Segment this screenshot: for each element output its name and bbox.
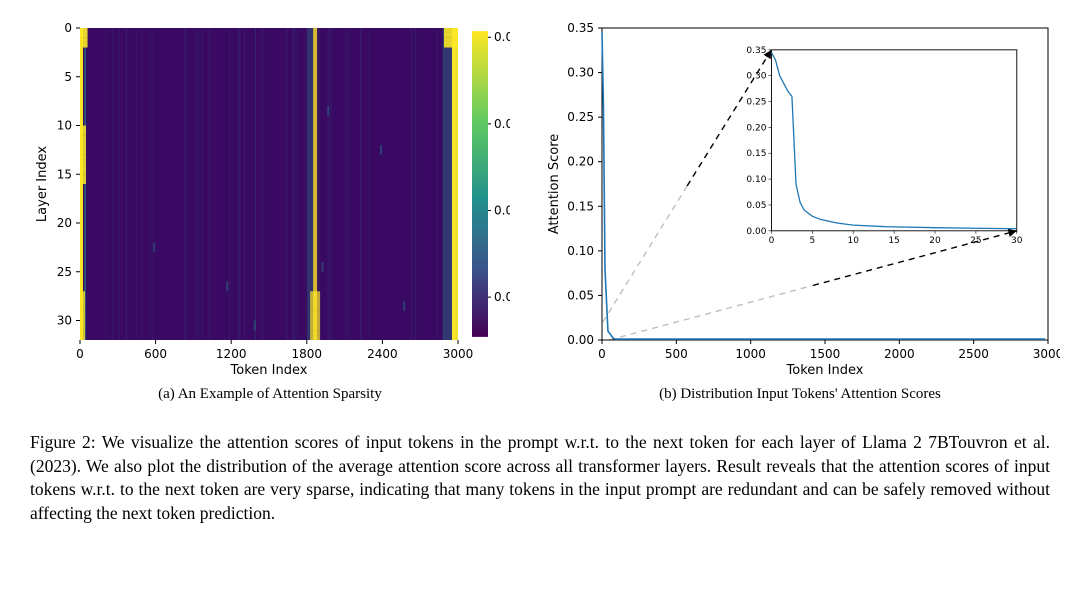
svg-text:600: 600 [144, 347, 167, 361]
svg-text:25: 25 [970, 236, 981, 246]
caption-label: Figure 2: [30, 432, 96, 452]
svg-text:1500: 1500 [810, 347, 841, 361]
svg-text:5: 5 [809, 236, 815, 246]
panel-a-caption: (a) An Example of Attention Sparsity [158, 386, 382, 403]
svg-text:0.35: 0.35 [567, 21, 594, 35]
svg-text:2000: 2000 [884, 347, 915, 361]
svg-text:0.30: 0.30 [567, 66, 594, 80]
svg-text:0.01: 0.01 [494, 117, 510, 131]
figure-row: 06001200180024003000051015202530Token In… [30, 20, 1050, 403]
svg-text:25: 25 [57, 265, 72, 279]
svg-text:15: 15 [888, 236, 899, 246]
svg-text:2500: 2500 [958, 347, 989, 361]
svg-text:Token Index: Token Index [230, 363, 308, 378]
svg-text:0.01: 0.01 [494, 203, 510, 217]
figure-caption: Figure 2: We visualize the attention sco… [30, 431, 1050, 526]
svg-text:Layer Index: Layer Index [35, 146, 50, 222]
svg-text:0: 0 [769, 236, 775, 246]
svg-text:0.15: 0.15 [746, 149, 766, 159]
svg-text:20: 20 [57, 216, 72, 230]
svg-text:0.10: 0.10 [746, 175, 766, 185]
panel-b: 0 500 1000 1500 2000 2500 3000 0.00 0.05 0.10 0.15… [540, 20, 1060, 403]
svg-text:2400: 2400 [367, 347, 398, 361]
svg-text:5: 5 [64, 70, 72, 84]
svg-text:0.01: 0.01 [494, 290, 510, 304]
panel-b-caption: (b) Distribution Input Tokens' Attention… [659, 386, 941, 403]
svg-text:1000: 1000 [735, 347, 766, 361]
svg-text:0.00: 0.00 [746, 227, 766, 237]
svg-text:3000: 3000 [1033, 347, 1060, 361]
svg-text:15: 15 [57, 167, 72, 181]
svg-text:30: 30 [57, 314, 72, 328]
svg-text:0.05: 0.05 [567, 288, 594, 302]
svg-text:20: 20 [929, 236, 941, 246]
svg-text:0.05: 0.05 [746, 201, 766, 211]
svg-text:0: 0 [76, 347, 84, 361]
svg-text:0.20: 0.20 [746, 123, 766, 133]
svg-text:0.25: 0.25 [746, 98, 766, 108]
svg-text:1200: 1200 [216, 347, 247, 361]
svg-text:0.00: 0.00 [567, 333, 594, 347]
svg-text:10: 10 [848, 236, 860, 246]
svg-text:10: 10 [57, 119, 72, 133]
svg-text:1800: 1800 [292, 347, 323, 361]
svg-text:0.25: 0.25 [567, 110, 594, 124]
svg-text:0.02: 0.02 [494, 30, 510, 44]
svg-text:Attention Score: Attention Score [547, 134, 562, 235]
svg-text:500: 500 [665, 347, 688, 361]
svg-text:0.35: 0.35 [746, 46, 766, 56]
svg-text:30: 30 [1011, 236, 1023, 246]
svg-text:0.10: 0.10 [567, 244, 594, 258]
lineplot-svg: 0 500 1000 1500 2000 2500 3000 0.00 0.05 0.10 0.15… [540, 20, 1060, 380]
svg-text:Token Index: Token Index [786, 363, 864, 378]
svg-text:0.15: 0.15 [567, 199, 594, 213]
svg-text:0: 0 [64, 21, 72, 35]
svg-text:0: 0 [598, 347, 606, 361]
svg-text:3000: 3000 [443, 347, 474, 361]
caption-text: We visualize the attention scores of inp… [30, 432, 1050, 523]
heatmap-svg: 0 600 1200 1800 2400 3000 0 5 10 15 20 25 30 Token In… [30, 20, 510, 380]
svg-text:0.20: 0.20 [567, 155, 594, 169]
panel-a: 0 600 1200 1800 2400 3000 0 5 10 15 20 25 30 Token In… [30, 20, 510, 403]
